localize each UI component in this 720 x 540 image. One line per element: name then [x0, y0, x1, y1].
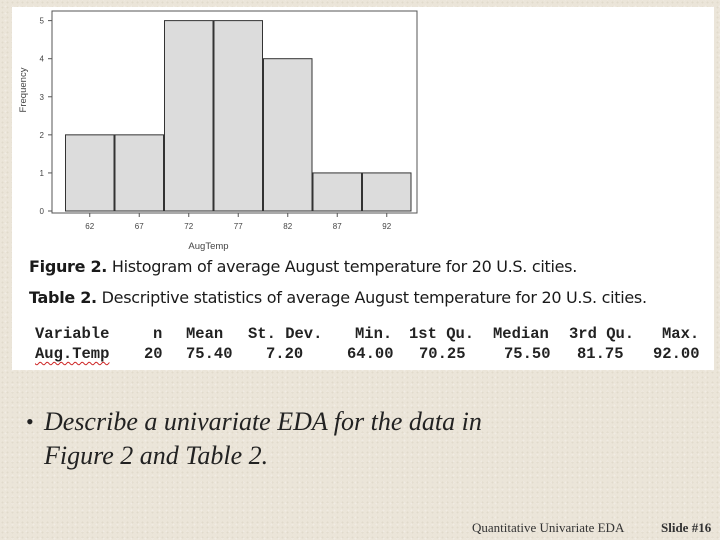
- x-axis-label: AugTemp: [188, 241, 228, 252]
- x-tick-label-62: 62: [85, 222, 94, 231]
- stats-header-mean: Mean: [186, 325, 224, 343]
- stats-header-n: n: [153, 325, 163, 343]
- stats-value-min: 64.00: [347, 345, 394, 363]
- bullet-line-2: Figure 2 and Table 2.: [44, 441, 269, 470]
- x-tick-label-77: 77: [234, 222, 243, 231]
- y-tick-label-0: 0: [40, 207, 45, 216]
- slide-number: Slide #16: [661, 520, 712, 535]
- stats-value-n: 20: [144, 345, 163, 363]
- stats-header-row: Variable n Mean St. Dev. Min. 1st Qu. Me…: [12, 325, 714, 345]
- y-tick-label-3: 3: [40, 93, 45, 102]
- stats-value-q3: 81.75: [577, 345, 624, 363]
- stats-value-variable: Aug.Temp: [35, 345, 110, 363]
- histogram-chart: 0 1 2 3 4 5 62 67 72 77 82 87 92 AugTemp Frequency: [18, 10, 418, 252]
- x-tick-label-67: 67: [135, 222, 144, 231]
- stats-header-variable: Variable: [35, 325, 110, 343]
- y-tick-label-4: 4: [40, 55, 45, 64]
- figure-caption-text: Histogram of average August temperature …: [111, 257, 577, 276]
- figure-caption-label: Figure 2.: [29, 257, 108, 276]
- figure-caption: Figure 2. Histogram of average August te…: [29, 257, 577, 276]
- stats-header-min: Min.: [355, 325, 393, 343]
- y-tick-label-2: 2: [40, 131, 45, 140]
- histogram-bar-87: [312, 172, 362, 212]
- stats-header-q3: 3rd Qu.: [569, 325, 635, 343]
- bullet-line-1: Describe a univariate EDA for the data i…: [44, 407, 482, 436]
- stats-value-mean: 75.40: [186, 345, 233, 363]
- histogram-bar-92: [362, 172, 412, 212]
- histogram-bar-77: [213, 20, 263, 212]
- stats-value-q1: 70.25: [419, 345, 466, 363]
- histogram-bar-72: [164, 20, 214, 212]
- x-tick-label-87: 87: [333, 222, 342, 231]
- figure-panel: 0 1 2 3 4 5 62 67 72 77 82 87 92 AugTemp Frequency Fig…: [12, 7, 714, 370]
- y-tick-label-5: 5: [40, 17, 45, 26]
- table-caption-text: Descriptive statistics of average August…: [101, 288, 647, 307]
- x-tick-label-82: 82: [283, 222, 292, 231]
- y-axis-label: Frequency: [18, 67, 29, 112]
- bullet-point: • Describe a univariate EDA for the data…: [26, 405, 644, 473]
- table-caption-label: Table 2.: [29, 288, 97, 307]
- table-caption: Table 2. Descriptive statistics of avera…: [29, 288, 647, 307]
- stats-value-stdev: 7.20: [266, 345, 304, 363]
- footer-title: Quantitative Univariate EDA: [472, 520, 625, 535]
- y-tick-label-1: 1: [40, 169, 45, 178]
- bullet-dot-icon: •: [26, 409, 34, 434]
- stats-header-q1: 1st Qu.: [409, 325, 475, 343]
- stats-value-max: 92.00: [653, 345, 700, 363]
- stats-header-stdev: St. Dev.: [248, 325, 323, 343]
- x-tick-label-92: 92: [382, 222, 391, 231]
- histogram-bar-62: [65, 134, 115, 212]
- plot-frame: [51, 10, 418, 214]
- stats-values-row: Aug.Temp 20 75.40 7.20 64.00 70.25 75.50…: [12, 345, 714, 365]
- histogram-bar-82: [263, 58, 313, 212]
- stats-header-max: Max.: [662, 325, 700, 343]
- x-tick-label-72: 72: [184, 222, 193, 231]
- stats-value-median: 75.50: [504, 345, 551, 363]
- stats-header-median: Median: [493, 325, 549, 343]
- histogram-bar-67: [114, 134, 164, 212]
